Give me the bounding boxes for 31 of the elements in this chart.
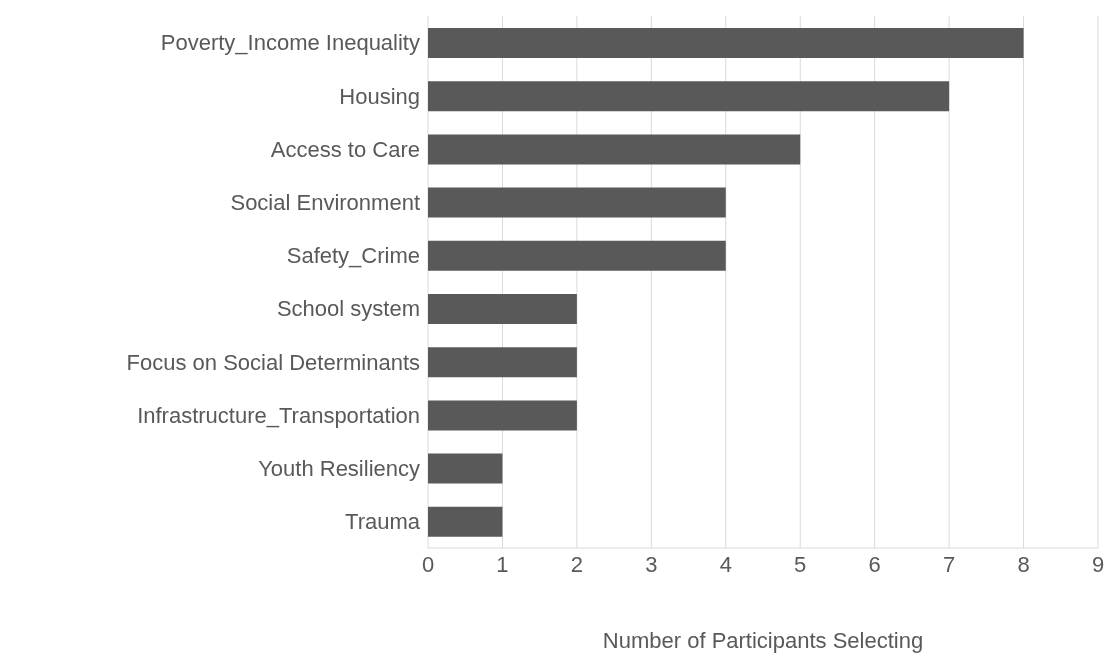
- y-tick-label: Access to Care: [270, 136, 420, 162]
- y-tick-label: School system: [276, 296, 420, 322]
- bar: [428, 506, 503, 537]
- bar: [428, 240, 726, 271]
- x-tick-label: 0: [421, 551, 435, 577]
- y-tick-label: Housing: [339, 83, 420, 109]
- bar: [428, 28, 1024, 58]
- x-tick-label: 6: [868, 551, 881, 577]
- y-tick-label: Social Environment: [230, 190, 420, 216]
- x-tick-label: 5: [794, 551, 807, 577]
- y-tick-label: Youth Resiliency: [258, 456, 420, 482]
- bar: [428, 453, 503, 484]
- bar: [428, 81, 950, 112]
- bar: [428, 134, 801, 165]
- x-tick-label: 9: [1091, 551, 1105, 577]
- y-tick-label: Trauma: [345, 509, 421, 535]
- bar: [428, 347, 577, 378]
- y-tick-label: Safety_Crime: [286, 243, 420, 269]
- y-tick-label: Infrastructure_Transportation: [137, 402, 420, 428]
- y-tick-label: Focus on Social Determinants: [126, 349, 420, 375]
- x-axis-title: Number of Participants Selecting: [602, 628, 924, 653]
- x-tick-label: 8: [1017, 551, 1030, 577]
- x-tick-label: 3: [645, 551, 658, 577]
- x-tick-label: 7: [942, 551, 956, 577]
- bar: [428, 294, 577, 324]
- x-tick-label: 2: [570, 551, 584, 577]
- bar: [428, 400, 577, 431]
- bar: [428, 187, 726, 218]
- x-tick-label: 1: [496, 551, 509, 577]
- x-tick-label: 4: [719, 551, 732, 577]
- y-tick-label: Poverty_Income Inequality: [160, 30, 420, 56]
